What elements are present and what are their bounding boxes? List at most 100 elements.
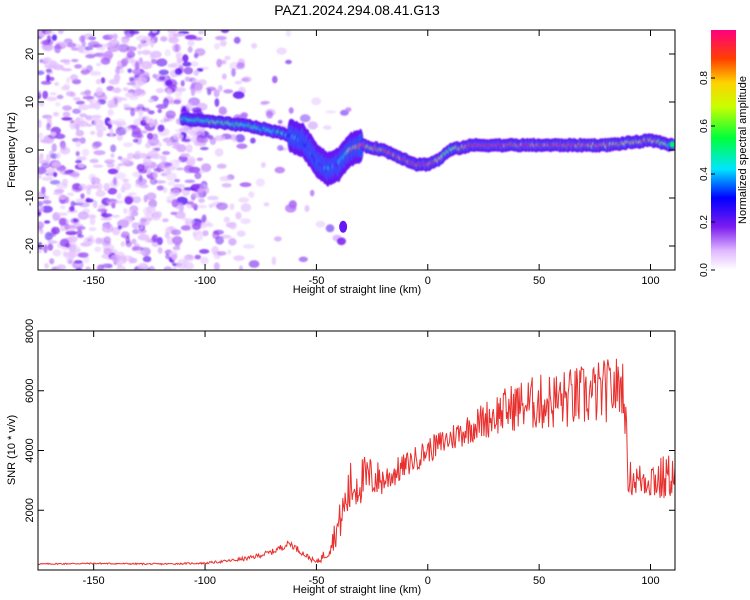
speckle (84, 46, 94, 51)
speckle (86, 65, 93, 73)
speckle (180, 225, 191, 231)
speckle (167, 166, 177, 171)
speckle (139, 183, 149, 189)
speckle (66, 257, 75, 265)
speckle (127, 68, 133, 74)
speckle (132, 246, 144, 251)
speckle (168, 36, 179, 44)
speckle (194, 126, 205, 131)
speckle (140, 247, 151, 257)
speckle (174, 91, 183, 97)
speckle (92, 200, 98, 209)
speckle (75, 159, 82, 164)
x-tick-label: -100 (194, 575, 216, 587)
speckle (151, 58, 158, 65)
speckle (87, 41, 100, 48)
speckle (55, 102, 61, 107)
speckle (183, 255, 189, 265)
speckle (248, 191, 255, 198)
speckle (229, 203, 235, 211)
snr-y-axis: 2000 4000 6000 8000 (24, 319, 675, 522)
y-tick-label: 8000 (24, 319, 36, 343)
snr-x-label: Height of straight line (km) (293, 584, 421, 596)
speckle (152, 234, 159, 243)
speckle (129, 96, 139, 101)
speckle (95, 87, 103, 96)
speckle (271, 256, 277, 266)
speckle (40, 167, 47, 174)
speckle (233, 36, 241, 44)
x-tick-label: 50 (533, 575, 545, 587)
speckle (42, 199, 52, 205)
speckle (38, 221, 45, 229)
speckle (298, 256, 308, 263)
speckle (70, 200, 76, 207)
speckle (121, 182, 132, 191)
speckle (152, 170, 158, 179)
speckle (40, 80, 52, 85)
speckle (64, 224, 76, 229)
speckle (181, 216, 188, 221)
speckle (75, 151, 80, 157)
speckle (106, 162, 115, 168)
snr-x-axis: -150 -100 -50 0 50 100 (83, 331, 660, 587)
speckle (46, 74, 51, 83)
speckle (136, 35, 148, 42)
colorbar-tick-label: 0.0 (699, 263, 710, 277)
speckle (61, 178, 68, 186)
speckle (191, 222, 202, 231)
speckle (205, 86, 217, 92)
speckle (164, 79, 173, 87)
speckle (176, 167, 184, 171)
speckle (88, 173, 97, 183)
speckle (274, 236, 282, 242)
speckle (123, 126, 132, 132)
speckle (200, 146, 209, 151)
speckle (86, 187, 91, 196)
speckle (121, 38, 130, 44)
speckle (120, 241, 126, 247)
speckle (135, 178, 147, 185)
speckle (142, 255, 152, 263)
speckle (184, 34, 197, 40)
speckle (174, 44, 179, 52)
speckle (103, 50, 114, 60)
speckle (223, 89, 234, 94)
speckle (131, 238, 137, 245)
speckle (99, 51, 106, 60)
speckle (74, 64, 83, 69)
y-tick-label: 6000 (24, 379, 36, 403)
speckle (108, 78, 120, 85)
speckle (96, 182, 103, 192)
speckle (164, 49, 171, 57)
speckle (277, 145, 284, 151)
speckle (76, 234, 84, 238)
speckle (69, 206, 75, 212)
speckle (96, 130, 104, 138)
speckle (103, 247, 112, 255)
speckle (128, 192, 137, 196)
speckle (174, 211, 186, 219)
speckle (59, 170, 71, 175)
speckle (77, 211, 89, 220)
speckle (156, 58, 168, 67)
speckle (285, 30, 291, 37)
speckle (134, 87, 143, 96)
speckle (214, 148, 224, 157)
speckle (276, 47, 287, 55)
speckle (164, 162, 173, 167)
speckle (310, 189, 315, 197)
x-tick-label: -100 (194, 275, 216, 287)
noise-speckles (38, 30, 352, 270)
speckle (95, 78, 102, 85)
speckle (95, 62, 102, 67)
speckle (227, 249, 232, 255)
speckle (116, 265, 126, 270)
speckle (260, 100, 270, 105)
speckle (345, 107, 352, 112)
speckle (155, 87, 165, 94)
speckle (44, 30, 55, 36)
speckle (251, 42, 258, 49)
speckle (148, 199, 158, 208)
speckle (76, 156, 87, 161)
